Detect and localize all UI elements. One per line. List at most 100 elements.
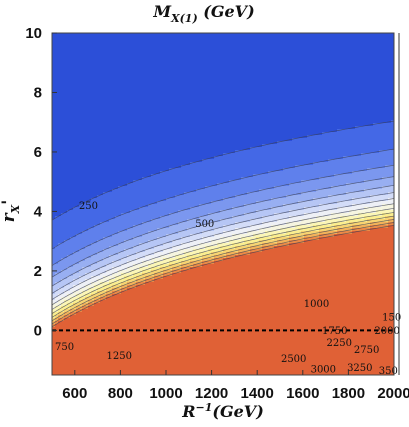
contour-fill-cell [388,87,392,91]
contour-fill-cell [304,33,308,37]
contour-fill-cell [241,33,245,37]
contour-fill-cell [316,93,320,97]
contour-fill-cell [118,63,122,67]
contour-fill-cell [361,39,365,43]
contour-fill-cell [325,48,329,52]
contour-fill-cell [61,45,65,49]
contour-fill-cell [154,60,158,64]
contour-fill-cell [109,114,113,118]
contour-fill-cell [151,120,155,124]
contour-fill-cell [277,66,281,70]
contour-fill-cell [100,105,104,109]
contour-fill-cell [175,96,179,100]
contour-fill-cell [82,117,86,121]
contour-fill-cell [334,87,338,91]
contour-fill-cell [256,60,260,64]
contour-fill-cell [190,69,194,73]
contour-fill-cell [334,54,338,58]
contour-fill-cell [187,105,191,109]
contour-fill-cell [136,45,140,49]
contour-fill-cell [181,36,185,40]
contour-fill-cell [361,60,365,64]
contour-fill-cell [277,93,281,97]
contour-fill-cell [385,72,389,76]
contour-fill-cell [181,69,185,73]
contour-fill-cell [250,102,254,106]
contour-fill-cell [202,66,206,70]
contour-fill-cell [322,111,326,115]
contour-fill-cell [286,66,290,70]
contour-fill-cell [82,36,86,40]
contour-fill-cell [226,111,230,115]
contour-fill-cell [103,99,107,103]
contour-fill-cell [253,63,257,67]
contour-fill-cell [64,84,68,88]
contour-fill-cell [355,72,359,76]
contour-fill-cell [262,96,266,100]
contour-fill-cell [163,39,167,43]
contour-fill-cell [184,108,188,112]
contour-fill-cell [52,60,56,64]
contour-fill-cell [118,75,122,79]
contour-fill-cell [160,63,164,67]
contour-fill-cell [58,42,62,46]
contour-fill-cell [325,84,329,88]
contour-fill-cell [247,108,251,112]
contour-fill-cell [160,102,164,106]
contour-fill-cell [385,75,389,79]
contour-fill-cell [175,72,179,76]
contour-fill-cell [121,42,125,46]
contour-fill-cell [139,45,143,49]
contour-fill-cell [94,78,98,82]
contour-fill-cell [58,93,62,97]
contour-fill-cell [343,66,347,70]
contour-fill-cell [52,96,56,100]
contour-fill-cell [130,51,134,55]
contour-fill-cell [319,69,323,73]
contour-fill-cell [265,66,269,70]
contour-fill-cell [148,84,152,88]
contour-fill-cell [112,39,116,43]
contour-fill-cell [358,105,362,109]
contour-fill-cell [250,42,254,46]
contour-fill-cell [202,81,206,85]
contour-fill-cell [181,48,185,52]
contour-fill-cell [334,96,338,100]
contour-fill-cell [109,51,113,55]
contour-fill-cell [157,105,161,109]
contour-fill-cell [79,108,83,112]
contour-fill-cell [262,114,266,118]
contour-fill-cell [106,39,110,43]
contour-fill-cell [100,57,104,61]
contour-fill-cell [178,117,182,121]
contour-fill-cell [292,66,296,70]
contour-fill-cell [349,60,353,64]
contour-fill-cell [232,39,236,43]
contour-fill-cell [64,93,68,97]
contour-fill-cell [70,93,74,97]
contour-fill-cell [178,57,182,61]
contour-fill-cell [310,69,314,73]
contour-fill-cell [109,75,113,79]
contour-fill-cell [208,117,212,121]
contour-fill-cell [70,39,74,43]
contour-fill-cell [376,54,380,58]
contour-fill-cell [199,96,203,100]
contour-fill-cell [229,51,233,55]
contour-fill-cell [208,108,212,112]
contour-fill-cell [208,105,212,109]
contour-fill-cell [67,111,71,115]
contour-fill-cell [73,57,77,61]
contour-fill-cell [220,36,224,40]
contour-fill-cell [235,75,239,79]
contour-fill-cell [373,60,377,64]
contour-fill-cell [175,78,179,82]
contour-fill-cell [310,99,314,103]
contour-fill-cell [253,102,257,106]
contour-fill-cell [94,93,98,97]
contour-fill-cell [280,75,284,79]
contour-fill-cell [385,117,389,121]
contour-fill-cell [247,81,251,85]
contour-fill-cell [157,42,161,46]
contour-fill-cell [241,42,245,46]
